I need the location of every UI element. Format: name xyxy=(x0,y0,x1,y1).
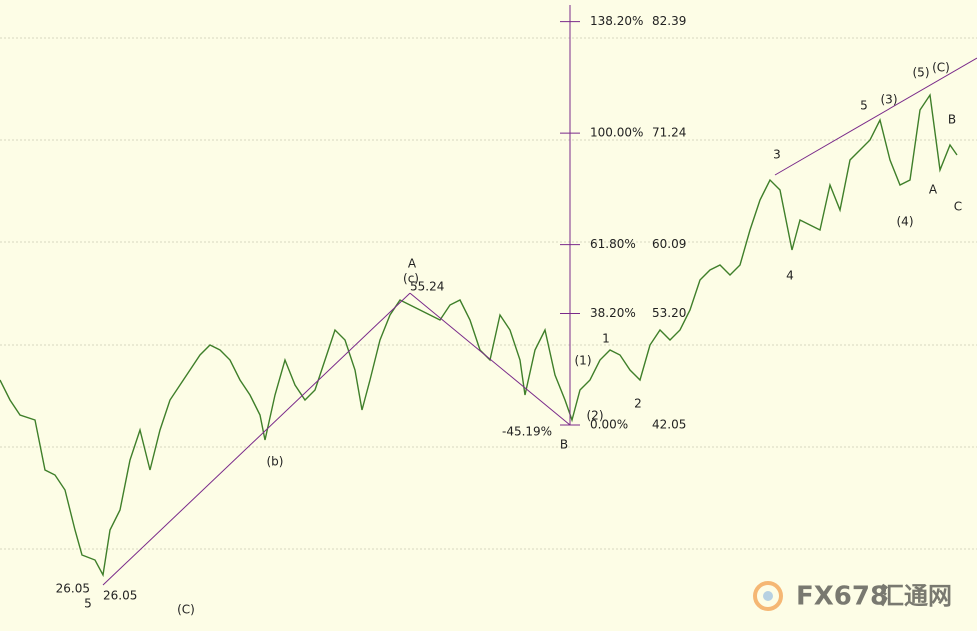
wave-label: B xyxy=(948,113,956,127)
wave-label: 1 xyxy=(602,332,610,346)
fib-price: 82.39 xyxy=(652,14,686,28)
watermark-cn: 汇通网 xyxy=(880,582,952,610)
price-label: 55.24 xyxy=(410,280,444,294)
grid xyxy=(0,37,977,550)
wave-label: A xyxy=(929,183,938,197)
watermark: FX678 汇通网 xyxy=(753,581,952,612)
fib-ratio: 38.20% xyxy=(590,306,636,320)
fib-price: 53.20 xyxy=(652,306,686,320)
wave-label: (c) xyxy=(403,272,419,286)
fib-ratio: 61.80% xyxy=(590,237,636,251)
wave-label: C xyxy=(954,200,962,214)
swing-line xyxy=(102,292,411,586)
price-line xyxy=(0,93,958,578)
wave-label: 5 xyxy=(84,597,92,611)
plot: 138.20% 82.39 100.00% 71.24 61.80% 60.09 38.20… xyxy=(0,5,962,617)
wave-label: 3 xyxy=(773,148,781,162)
fib-ratio: 138.20% xyxy=(590,14,643,28)
wave-label: 2 xyxy=(634,397,642,411)
swing-line xyxy=(409,292,571,426)
fib-price: 60.09 xyxy=(652,237,686,251)
wave-label: 5 xyxy=(860,99,868,113)
logo xyxy=(753,581,783,611)
wave-label: (1) xyxy=(575,354,592,368)
fib-ratio: 0.00% xyxy=(590,418,628,432)
wave-label: 4 xyxy=(786,269,794,283)
wave-label: (3) xyxy=(881,93,898,107)
wave-label: (b) xyxy=(267,455,284,469)
wave-label: B xyxy=(560,438,568,452)
wave-label: A xyxy=(408,257,417,271)
fib-price: 71.24 xyxy=(652,126,686,140)
price-label: 26.05 xyxy=(56,582,90,596)
logo xyxy=(763,591,773,601)
watermark-brand: FX678 xyxy=(796,582,888,612)
wave-label: (C) xyxy=(177,603,195,617)
wave-label: (2) xyxy=(587,409,604,423)
fib-ratio: 100.00% xyxy=(590,126,643,140)
wave-label: (4) xyxy=(897,215,914,229)
wave-label: (5) xyxy=(913,66,930,80)
wave-label: (C) xyxy=(932,61,950,75)
fib-price: 42.05 xyxy=(652,418,686,432)
fib-extension: -45.19% xyxy=(502,425,552,439)
price-label: 26.05 xyxy=(103,589,137,603)
channel-line xyxy=(774,57,977,176)
